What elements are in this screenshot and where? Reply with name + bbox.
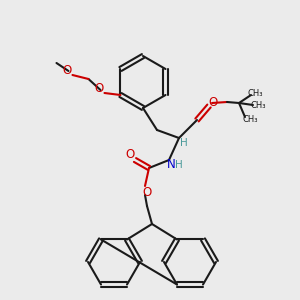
Text: N: N [167,158,176,172]
Text: O: O [142,185,152,199]
Text: H: H [175,160,183,170]
Text: CH₃: CH₃ [242,115,258,124]
Text: O: O [125,148,135,160]
Text: O: O [208,95,217,109]
Text: O: O [95,82,104,95]
Text: H: H [180,138,188,148]
Text: CH₃: CH₃ [247,89,263,98]
Text: CH₃: CH₃ [250,101,266,110]
Text: O: O [63,64,72,76]
